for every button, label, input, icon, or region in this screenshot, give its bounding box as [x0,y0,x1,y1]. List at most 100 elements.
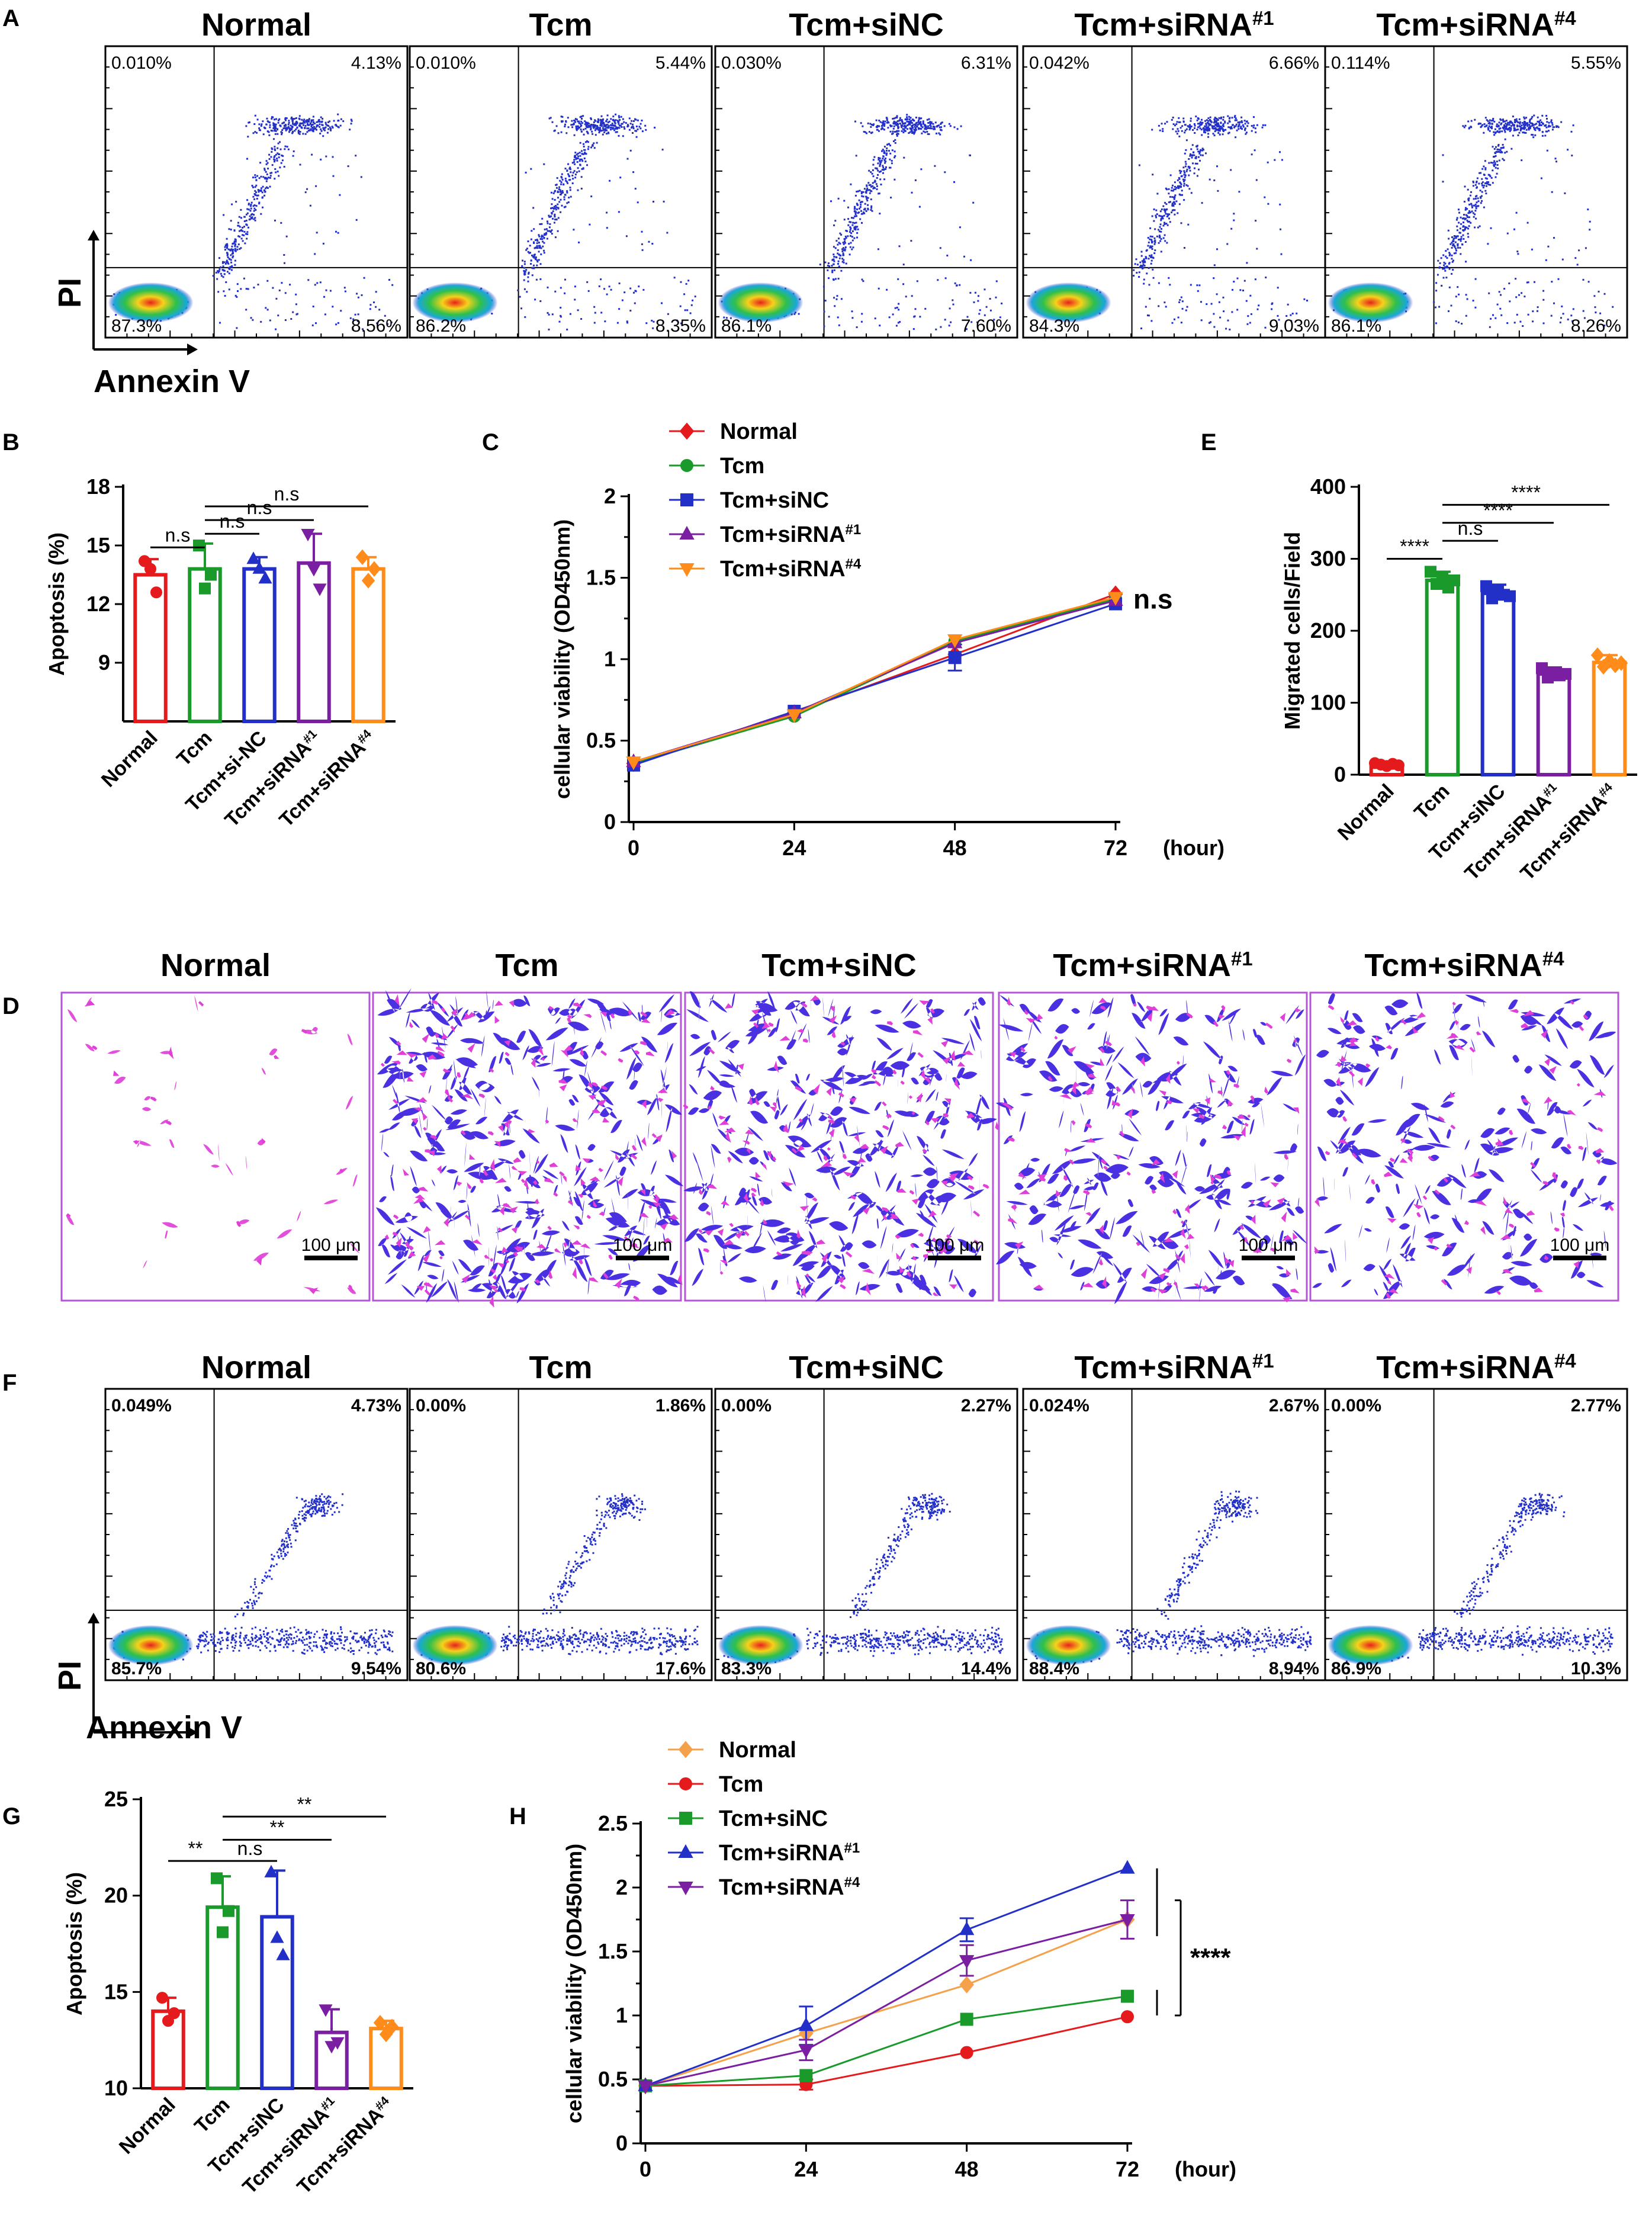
chartB-point-4 [355,549,369,566]
chartB-point-2 [252,561,266,574]
chartG-point-2 [264,1864,278,1877]
image-title-4-sup: #4 [1542,948,1564,970]
flow-flowF-density-4 [1328,1625,1413,1665]
scale-bar-label-2: 100 μm [925,1235,985,1255]
flow-flowA-ur-1: 5.44% [655,53,706,73]
flow-flowF-ll-4: 86.9% [1331,1659,1381,1678]
chartC-legend-label-4-main: Tcm+siRNA [720,557,846,582]
flow-flowF-ul-2: 0.00% [721,1396,772,1415]
chartC-series-line-4 [633,596,1116,763]
chartB-point-3 [301,529,315,542]
chartH-legend-label-2-main: Tcm+siNC [719,1806,828,1831]
chartH-ytick-label: 2 [616,1875,628,1899]
image-cells-pink-2 [683,995,999,1298]
flow-flowA-panel-0: Normal 0.010% 4.13% 87.3% 8.56% [104,7,409,339]
image-cells-pink-3 [1000,997,1301,1303]
chartH-series-point-4 [959,1955,975,1969]
flow-flowA-density-2 [718,282,803,323]
chartC-legend-label-4: Tcm+siRNA#4 [720,556,862,582]
flow-flowA-ll-2: 86.1% [721,316,772,336]
chartE-ylabel: Migrated cells/Field [1280,532,1304,730]
chartG-xtick-label-3: Tcm+siRNA#1 [238,2094,343,2198]
chartE-xtick-label-4: Tcm+siRNA#4 [1516,780,1621,885]
flow-flowA-ur-4: 5.55% [1571,53,1621,73]
chartB-point-2 [246,551,261,564]
flow-flowA-title-0: Normal [201,7,311,43]
image-frame-1 [372,991,682,1302]
image-cells-3 [995,994,1307,1304]
flow-flowA-ur-0: 4.13% [351,53,401,73]
chartE-xtick-label-1-main: Tcm [1410,780,1454,824]
flow-flowA-title-3: Tcm+siRNA#1 [1074,7,1274,43]
chartG-point-2 [270,1930,284,1943]
image-title-2: Tcm+siNC [761,948,917,983]
chartB-ytick-label: 15 [86,533,110,557]
chartE-ytick-label: 400 [1310,474,1346,499]
flow-flowF-density-1 [412,1625,498,1665]
chartB-xtick-label-0-main: Normal [97,727,162,792]
flow-flowA-ul-3: 0.042% [1029,53,1089,73]
chartG-xtick-label-1: Tcm [190,2094,234,2138]
chartB-ytick-label: 18 [86,474,110,499]
chartB-point-0 [139,555,150,567]
flow-flowA-lr-1: 8.35% [655,316,706,336]
flow-flowA-lr-2: 7.60% [961,316,1011,336]
chartC-ylabel: cellular viability (OD450nm) [550,519,574,799]
image-frame-0 [60,991,371,1302]
flow-flowF-title-1-main: Tcm [529,1350,592,1385]
flow-flowF-lr-0: 9.54% [351,1659,401,1678]
flow-flowF-panel-2: Tcm+siNC 0.00% 2.27% 83.3% 14.4% [714,1350,1018,1681]
flow-f-xlabel: Annexin V [86,1710,242,1745]
chartH-series-line-3 [645,1867,1128,2087]
chartG-ytick-label: 25 [104,1787,128,1811]
flow-flowA-ur-2: 6.31% [961,53,1011,73]
chartE-point-2 [1480,580,1492,592]
chartE-point-3 [1560,667,1571,680]
chartC-annotation: n.s [1133,583,1172,614]
chartG-point-0 [156,1992,168,2004]
flow-flowA-title-0-main: Normal [201,7,311,43]
chartG-point-1 [223,1905,234,1917]
chartB-xtick-label-0: Normal [97,727,162,792]
flow-flowA-density-1 [412,282,498,323]
chartB-ylabel: Apoptosis (%) [44,532,69,676]
chartC-legend-label-3: Tcm+siRNA#1 [720,522,861,548]
panel-label-E: E [1201,429,1217,455]
flow-flowF-ul-4: 0.00% [1331,1396,1381,1415]
flow-flowF-panel-0: Normal 0.049% 4.73% 85.7% 9.54% [104,1350,409,1681]
chartC-legend-label-1-main: Tcm [720,454,764,479]
flow-flowF-panel-4: Tcm+siRNA#4 0.00% 2.77% 86.9% 10.3% [1324,1350,1628,1681]
chartE-ytick-label: 100 [1310,691,1346,715]
chartC-legend-label-2: Tcm+siNC [720,488,829,513]
image-frame-4 [1309,991,1619,1302]
chartB-xtick-label-1: Tcm [172,727,217,771]
flow-flowF-title-2-main: Tcm+siNC [789,1350,944,1385]
chartC-legend-label-2-main: Tcm+siNC [720,488,829,513]
flow-flowF-ll-2: 83.3% [721,1659,772,1678]
chartC-xtick-label: 24 [782,836,806,860]
chartC-series-point-4 [626,756,641,771]
chartG-ytick-label: 15 [104,1979,128,2004]
chartE-xtick-label-1: Tcm [1410,780,1454,824]
flow-a-xlabel: Annexin V [94,364,250,399]
chartH-series-point-3 [1120,1860,1135,1874]
flow-flowF-lr-3: 8.94% [1269,1659,1319,1678]
chartH-ytick-label: 0 [616,2131,628,2155]
chartE-xtick-label-0-main: Normal [1333,780,1399,845]
image-title-3: Tcm+siRNA#1 [1053,948,1252,984]
chartH-xtick-label: 24 [794,2157,818,2181]
flow-flowF-lr-4: 10.3% [1571,1659,1621,1678]
scale-bar-label-3: 100 μm [1239,1235,1299,1255]
image-cells-4 [1312,993,1618,1299]
chartC-xtick-label: 0 [628,836,639,860]
chartC-ytick-label: 1 [604,647,616,671]
chartH-legend-label-4-sup: #4 [844,1874,860,1890]
chartC-series-point-4 [786,709,802,723]
chartG-point-3 [324,2041,339,2054]
chartC-ytick-label: 1.5 [586,566,616,590]
chartH-xtick-label: 48 [955,2157,979,2181]
flow-flowA-panel-2: Tcm+siNC 0.030% 6.31% 86.1% 7.60% [714,7,1018,339]
image-title-0: Normal [160,948,271,983]
flow-flowF-ur-1: 1.86% [655,1396,706,1415]
